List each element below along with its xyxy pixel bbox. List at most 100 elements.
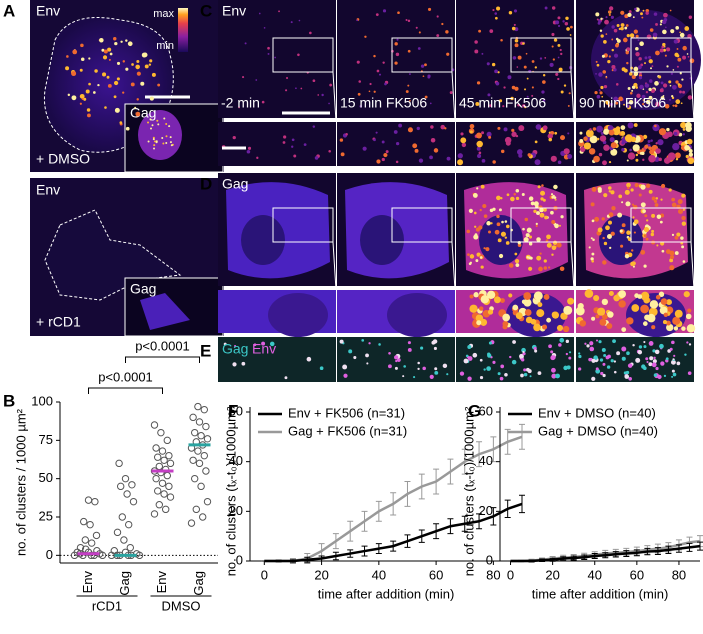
speckle <box>672 316 681 325</box>
speckle <box>567 132 570 135</box>
speckle <box>489 29 494 33</box>
speckle <box>621 223 626 228</box>
speckle <box>135 64 140 70</box>
speckle <box>613 53 619 58</box>
point <box>129 497 138 506</box>
speckle <box>596 125 603 133</box>
speckle <box>638 345 643 349</box>
speckle <box>155 141 158 144</box>
speckle <box>593 155 600 163</box>
speckle <box>85 89 90 94</box>
speckle <box>298 19 301 22</box>
speckle <box>620 26 624 31</box>
speckle <box>568 351 572 354</box>
speckle <box>597 188 602 193</box>
point <box>150 510 159 518</box>
speckle <box>594 216 600 222</box>
speckle <box>534 349 538 353</box>
speckle <box>605 33 608 35</box>
speckle <box>608 104 611 107</box>
speckle <box>686 53 689 55</box>
speckle <box>651 196 656 201</box>
x-tick-label: 20 <box>314 567 328 582</box>
point <box>160 490 168 498</box>
speckle <box>524 309 532 316</box>
speckle <box>519 353 524 359</box>
y-tick-label: 50 <box>39 470 53 485</box>
speckle <box>130 82 135 87</box>
speckle <box>542 99 546 102</box>
speckle <box>672 69 675 71</box>
speckle <box>653 199 658 203</box>
speckle <box>686 138 693 145</box>
speckle <box>609 137 615 143</box>
speckle <box>579 138 584 143</box>
speckle <box>496 195 501 201</box>
speckle <box>681 245 685 249</box>
speckle <box>72 49 78 55</box>
speckle <box>656 214 662 219</box>
speckle <box>682 208 686 211</box>
speckle <box>642 9 645 12</box>
point <box>162 465 170 474</box>
speckle <box>625 201 631 207</box>
speckle <box>383 153 388 158</box>
zoom-line <box>332 241 337 291</box>
speckle <box>467 356 473 361</box>
speckle <box>676 54 680 58</box>
speckle <box>427 7 432 12</box>
speckle <box>394 61 398 65</box>
speckle <box>641 94 646 99</box>
speckle <box>687 95 693 100</box>
speckle <box>655 148 661 154</box>
speckle <box>633 231 636 234</box>
point <box>189 413 197 422</box>
speckle <box>655 197 659 200</box>
speckle <box>497 238 502 243</box>
speckle <box>605 100 610 105</box>
speckle <box>666 65 669 68</box>
speckle <box>528 235 533 239</box>
speckle <box>637 39 640 42</box>
speckle <box>608 212 614 217</box>
series-line <box>264 502 523 563</box>
speckle <box>477 153 482 159</box>
speckle <box>343 373 348 378</box>
treatment-label: + DMSO <box>36 151 90 167</box>
speckle <box>314 156 319 160</box>
speckle <box>648 95 653 100</box>
speckle <box>560 215 564 219</box>
speckle <box>556 242 562 248</box>
speckle <box>376 69 380 73</box>
speckle <box>668 80 672 84</box>
timepoint-label: 90 min FK506 <box>579 95 666 111</box>
speckle <box>368 90 371 93</box>
speckle <box>638 193 642 197</box>
speckle <box>563 365 568 371</box>
speckle <box>635 34 639 38</box>
point <box>92 531 101 540</box>
speckle <box>611 48 614 52</box>
speckle <box>488 230 492 234</box>
nucleus <box>387 293 447 337</box>
speckle <box>388 351 391 355</box>
point <box>86 520 94 529</box>
timepoint-label: 15 min FK506 <box>340 95 427 111</box>
x-tick-label: Gag <box>117 571 132 596</box>
point <box>195 459 204 468</box>
speckle <box>510 96 514 101</box>
speckle <box>629 148 632 152</box>
speckle <box>522 104 526 108</box>
speckle <box>466 229 471 234</box>
micrographs: Env + DMSO Gag max min Env + rCD1 Gag <box>30 0 224 337</box>
speckle <box>627 87 631 90</box>
speckle <box>165 141 168 144</box>
speckle <box>639 72 642 75</box>
speckle <box>662 19 667 25</box>
speckle <box>475 259 479 263</box>
speckle <box>616 351 621 356</box>
speckle <box>395 359 398 363</box>
speckle <box>486 62 490 66</box>
speckle <box>114 107 120 113</box>
speckle <box>442 363 448 369</box>
